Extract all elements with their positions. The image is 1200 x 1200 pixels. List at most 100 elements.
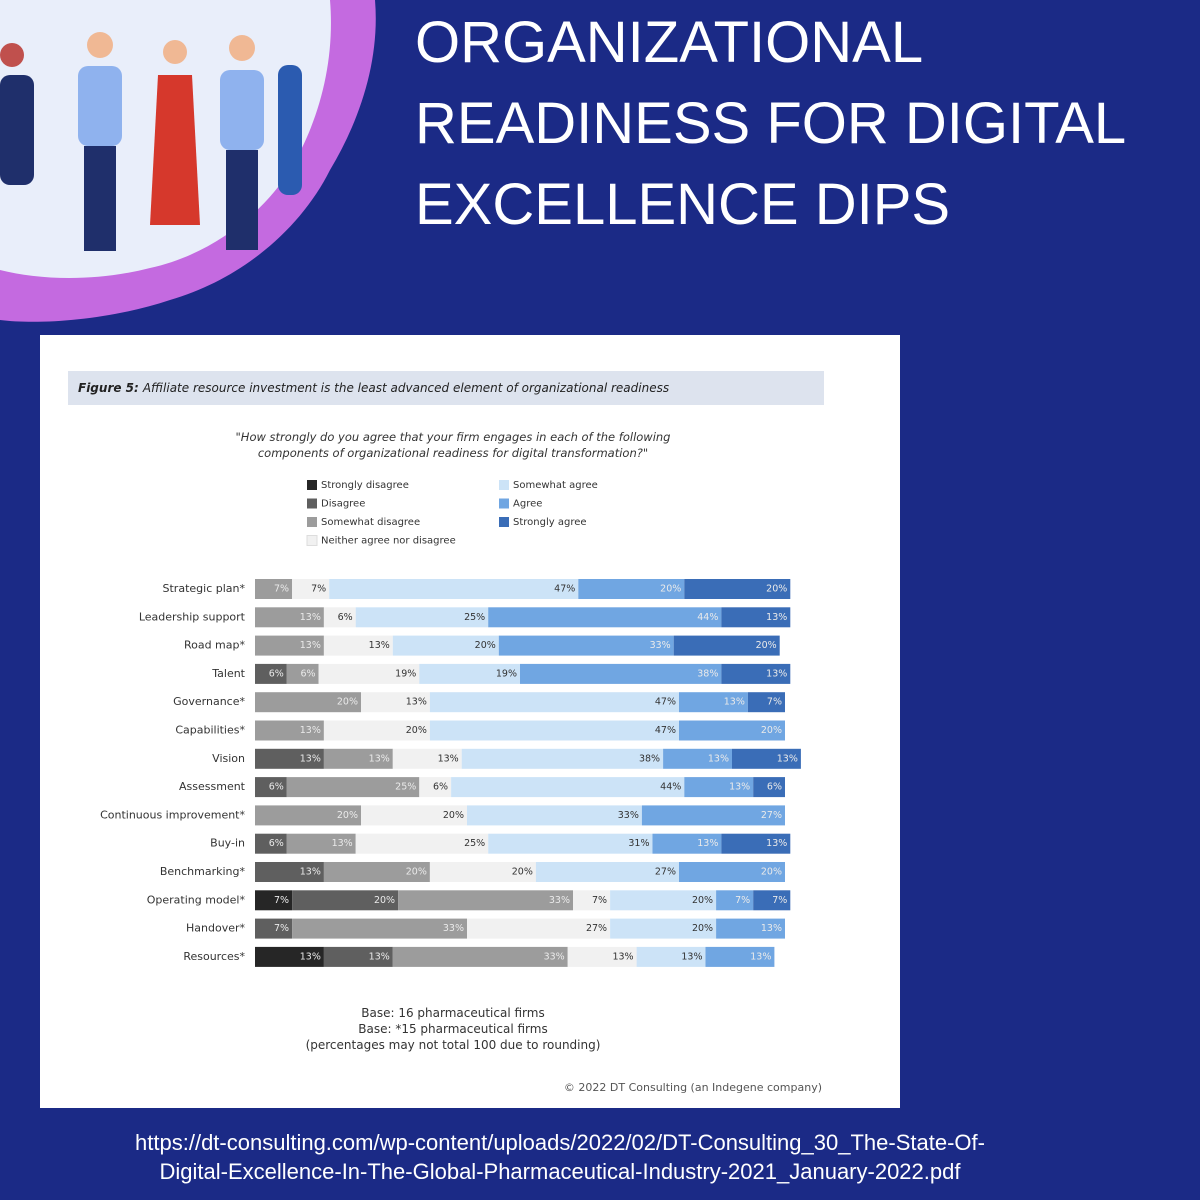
value-label: 33% <box>549 895 570 906</box>
bar-segment <box>535 862 679 882</box>
bar-segment <box>429 720 679 741</box>
figure-header: Figure 5: Affiliate resource investment i… <box>68 371 824 405</box>
value-label: 44% <box>697 612 718 623</box>
bar-segment <box>461 748 664 769</box>
bar-segment <box>684 777 754 798</box>
bar-segment <box>732 748 801 769</box>
value-label: 25% <box>464 838 485 849</box>
value-label: 20% <box>756 640 777 651</box>
legend-swatch <box>499 517 509 527</box>
illustration <box>0 0 376 322</box>
category-label: Road map* <box>184 639 246 652</box>
legend-label: Somewhat disagree <box>321 517 420 528</box>
value-label: 6% <box>767 782 782 793</box>
bar-segment <box>323 862 430 882</box>
value-label: 13% <box>332 838 353 849</box>
value-label: 20% <box>512 867 533 878</box>
bar-segment <box>467 918 611 939</box>
bar-segment <box>255 748 324 769</box>
category-label: Vision <box>212 752 245 765</box>
value-label: 33% <box>544 951 565 962</box>
bar-segment <box>747 692 785 713</box>
value-label: 20% <box>406 725 427 736</box>
category-label: Leadership support <box>139 610 246 623</box>
value-label: 44% <box>660 782 681 793</box>
bar-segment <box>255 635 324 656</box>
bar-segment <box>361 692 430 713</box>
chart-subtitle: "How strongly do you agree that your fir… <box>235 430 671 460</box>
value-label: 6% <box>269 782 284 793</box>
value-label: 33% <box>443 923 464 934</box>
bar-segment <box>679 862 785 882</box>
bar-segment <box>753 890 791 911</box>
bar-segment <box>705 946 775 967</box>
legend-swatch <box>306 535 318 546</box>
category-label: Resources* <box>183 950 245 963</box>
category-label: Governance* <box>173 695 245 708</box>
legend-label: Agree <box>513 499 542 510</box>
bar-segment <box>398 890 573 911</box>
value-label: 13% <box>750 951 771 962</box>
chart: Strongly disagree Disagree Somewhat disagr… <box>100 480 801 967</box>
legend-swatch <box>499 498 509 509</box>
legend-swatch <box>499 480 509 490</box>
figure-title: Affiliate resource investment is the lea… <box>142 381 670 395</box>
bar-segment <box>679 720 785 741</box>
value-label: 33% <box>650 640 671 651</box>
value-label: 47% <box>655 725 676 736</box>
category-label: Benchmarking* <box>160 865 246 878</box>
source-line: https://dt-consulting.com/wp-content/upl… <box>135 1130 985 1155</box>
value-label: 20% <box>337 697 358 708</box>
bar-segment <box>488 607 722 628</box>
value-label: 13% <box>766 612 787 623</box>
value-label: 13% <box>777 753 798 764</box>
category-label: Talent <box>211 667 245 680</box>
value-label: 31% <box>628 838 649 849</box>
bar-segment <box>721 663 791 684</box>
bar-segment <box>323 748 393 769</box>
value-label: 19% <box>395 668 416 679</box>
value-label: 13% <box>681 951 702 962</box>
bar-segment <box>721 607 791 628</box>
bar-segment <box>255 918 293 939</box>
bar-segment <box>498 635 674 656</box>
bar-segment <box>451 777 685 798</box>
value-label: 7% <box>274 584 289 595</box>
page-title: ORGANIZATIONAL READINESS FOR DIGITAL EXC… <box>415 10 1124 237</box>
bar-segment <box>573 890 611 911</box>
value-label: 27% <box>761 810 782 821</box>
people <box>0 32 302 251</box>
value-label: 13% <box>766 668 787 679</box>
value-label: 6% <box>433 782 448 793</box>
value-label: 20% <box>766 584 787 595</box>
value-label: 6% <box>301 668 316 679</box>
bar-segment <box>323 946 393 967</box>
bar-segment <box>255 946 324 967</box>
value-label: 13% <box>300 612 321 623</box>
value-label: 20% <box>406 867 427 878</box>
bar-segment <box>610 890 717 911</box>
value-label: 19% <box>496 668 517 679</box>
bar-segment <box>255 579 293 599</box>
bar-segment <box>255 890 293 911</box>
value-label: 38% <box>639 753 660 764</box>
value-label: 13% <box>300 867 321 878</box>
legend-label: Strongly disagree <box>321 480 409 491</box>
value-label: 6% <box>269 668 284 679</box>
bar-segment <box>716 890 754 911</box>
value-label: 7% <box>735 895 750 906</box>
value-label: 6% <box>269 838 284 849</box>
value-label: 7% <box>772 895 787 906</box>
value-label: 27% <box>655 867 676 878</box>
legend-label: Disagree <box>321 499 365 510</box>
legend-label: Strongly agree <box>513 517 587 528</box>
bar-segment <box>255 777 287 798</box>
bar-segment <box>286 777 420 798</box>
note: Base: *15 pharmaceutical firms <box>358 1022 548 1036</box>
value-label: 25% <box>395 782 416 793</box>
value-label: 47% <box>554 584 575 595</box>
figure-label: Figure 5: <box>78 381 139 395</box>
bar-segment <box>567 946 637 967</box>
value-label: 33% <box>618 810 639 821</box>
value-label: 20% <box>475 640 496 651</box>
